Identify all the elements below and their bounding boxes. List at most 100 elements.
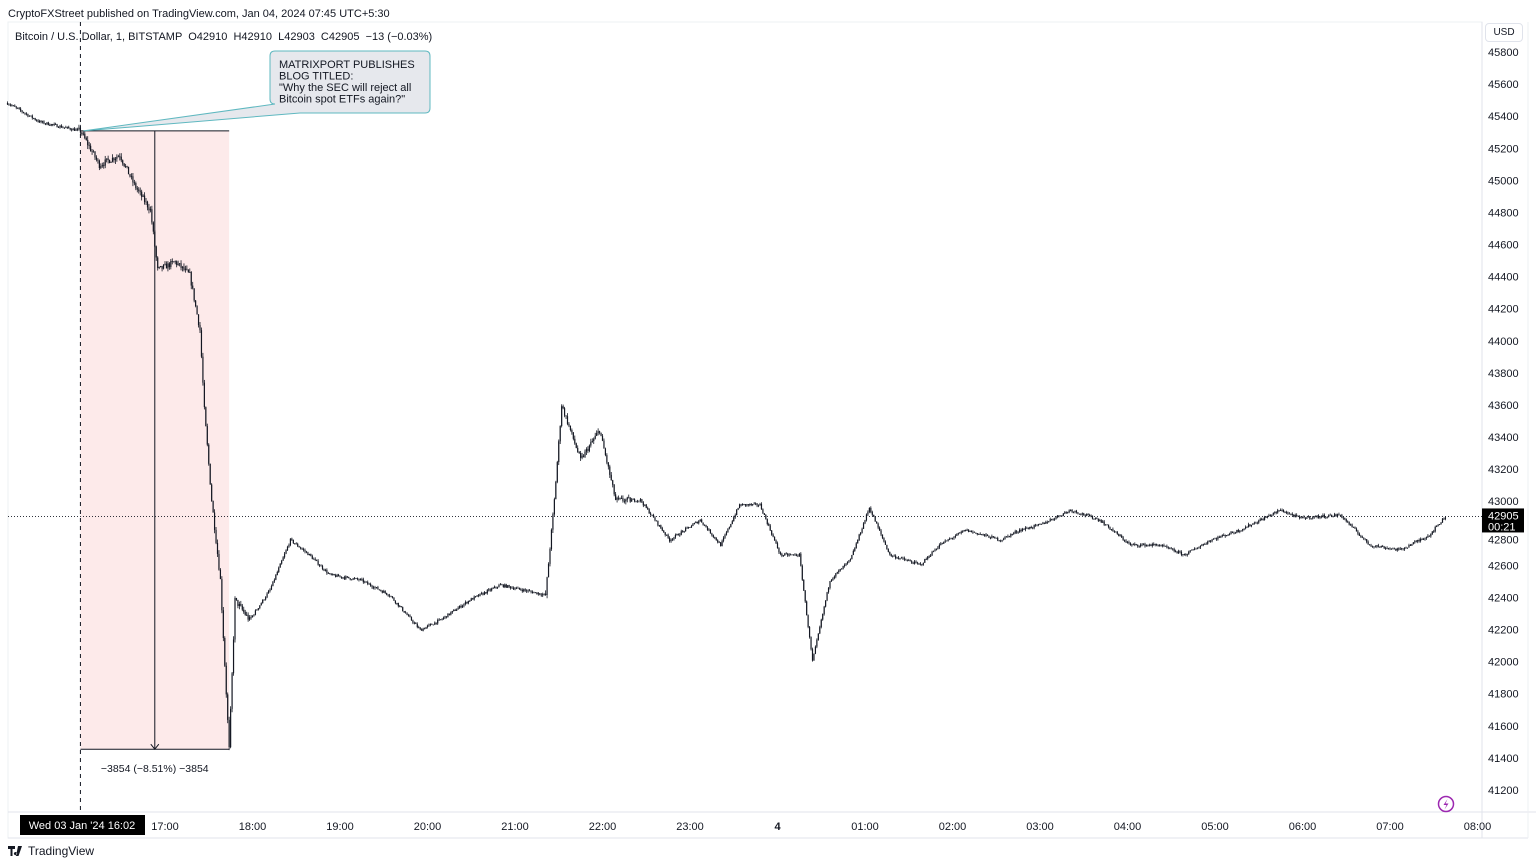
candle (15, 105, 17, 110)
candle-body (15, 106, 17, 108)
candle (1164, 545, 1167, 547)
candle (1087, 513, 1089, 516)
candle-body (291, 538, 293, 540)
candle (1332, 515, 1334, 518)
bolt-icon[interactable] (1437, 795, 1455, 813)
price-tick-label: 45200 (1488, 143, 1519, 155)
candle-body (1422, 539, 1425, 541)
candle (1431, 531, 1433, 535)
candle-body (1163, 545, 1165, 547)
time-axis[interactable]: 17:00 18:00 19:00 20:00 21:00 22:00 23:00 4 01:0… (151, 821, 1491, 833)
candle (1430, 533, 1432, 538)
candle-body (305, 551, 308, 553)
candle-body (989, 537, 992, 539)
candle-body (1271, 514, 1273, 516)
candle (317, 559, 319, 566)
candle (807, 614, 809, 629)
candle-body (679, 534, 681, 536)
candle-body (512, 587, 515, 590)
candle-body (755, 503, 757, 505)
candle (798, 552, 800, 557)
candle-body (1420, 539, 1422, 541)
candle (826, 591, 828, 602)
candle-body (1048, 521, 1050, 523)
candle-body (260, 603, 262, 606)
candle (403, 610, 405, 613)
candle-body (117, 156, 119, 158)
candle-body (378, 589, 380, 591)
candle-body (1348, 522, 1350, 525)
candle-body (281, 560, 283, 564)
candle (804, 590, 806, 603)
candle-body (415, 622, 417, 625)
measure-tool[interactable]: −3854 (−8.51%) −3854 (80, 130, 230, 775)
candle-body (778, 548, 780, 553)
candle-body (92, 151, 95, 153)
candle (1067, 511, 1069, 514)
candle-body (442, 617, 445, 620)
candle (1371, 545, 1374, 548)
candle (1166, 544, 1168, 549)
candle (959, 531, 961, 534)
candle (633, 498, 636, 503)
candle (81, 131, 83, 136)
candle (578, 451, 580, 454)
candle-body (1417, 540, 1419, 542)
candle-body (1176, 551, 1178, 554)
candle-body (1239, 530, 1241, 532)
candle-body (876, 521, 878, 524)
candle (426, 624, 429, 629)
candle-body (948, 538, 951, 540)
candle (125, 163, 127, 168)
candle (196, 305, 198, 315)
candle (890, 553, 892, 557)
candle-body (1250, 524, 1253, 527)
candle (820, 618, 822, 629)
candle (830, 579, 833, 582)
candle-body (1004, 536, 1006, 540)
candle-body (412, 620, 414, 623)
candle (1062, 512, 1064, 517)
candle-body (1236, 530, 1238, 533)
candle-body (200, 330, 203, 357)
candle-body (181, 266, 184, 268)
candle-body (1425, 537, 1428, 539)
candle-body (616, 497, 618, 500)
candle (1005, 536, 1008, 538)
candle-body (585, 449, 588, 452)
candle (413, 621, 415, 625)
candle-body (396, 602, 398, 604)
candle (127, 166, 130, 175)
candle-body (1170, 548, 1172, 550)
candle (410, 616, 413, 621)
candle-body (966, 529, 968, 531)
candle (409, 614, 411, 618)
currency-button[interactable]: USD (1485, 23, 1523, 42)
candle-body (692, 524, 694, 527)
candle-body (1304, 517, 1307, 519)
candle (171, 258, 173, 265)
callout-bubble[interactable] (83, 50, 431, 132)
candle (1376, 545, 1378, 549)
candle (126, 165, 128, 169)
price-axis[interactable]: 4580045600454004520045000448004460044400… (1488, 47, 1519, 797)
candle-body (1377, 545, 1379, 547)
candle (130, 173, 133, 180)
candle-body (1134, 543, 1136, 545)
candle (84, 130, 86, 140)
candle (1231, 531, 1234, 534)
candle (34, 117, 36, 121)
candle (880, 529, 882, 537)
candle (203, 379, 205, 410)
candle-body (1402, 548, 1404, 550)
candle-body (440, 619, 442, 621)
candle (948, 537, 951, 541)
candle-body (994, 536, 996, 539)
candle (1335, 513, 1337, 517)
candle (291, 537, 293, 541)
candle-body (1021, 528, 1024, 532)
candle-body (868, 507, 870, 512)
candle-body (1013, 532, 1015, 535)
